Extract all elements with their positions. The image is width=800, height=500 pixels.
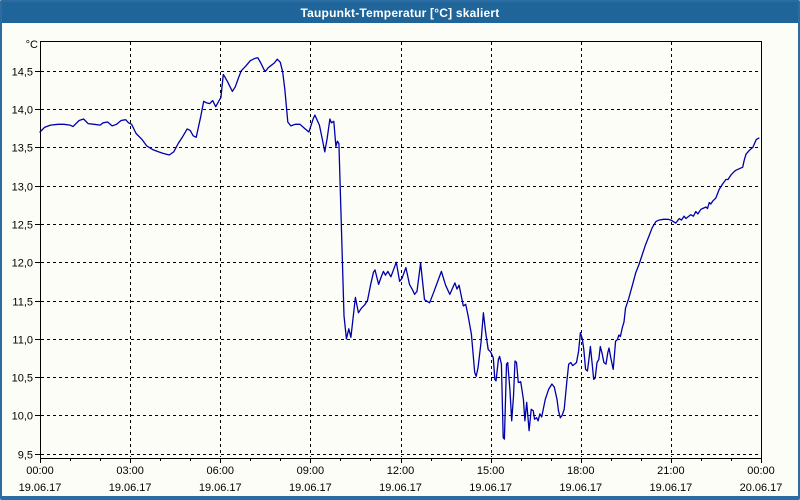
y-tick-label: 10,0: [12, 411, 33, 423]
y-tick-label: 12,5: [12, 220, 33, 232]
x-tick-time: 15:00: [477, 465, 505, 477]
x-tick-date: 19.06.17: [109, 482, 152, 494]
x-tick-date: 19.06.17: [379, 482, 422, 494]
y-tick-label: 13,0: [12, 182, 33, 194]
x-tick-date: 19.06.17: [469, 482, 512, 494]
x-tick-date: 19.06.17: [19, 482, 62, 494]
dewpoint-series-line: [39, 57, 760, 440]
y-tick-label: 14,5: [12, 67, 33, 79]
window-title: Taupunkt-Temperatur [°C] skaliert: [300, 5, 500, 20]
x-tick-time: 09:00: [297, 465, 325, 477]
x-tick-time: 03:00: [116, 465, 144, 477]
x-tick-time: 00:00: [747, 465, 775, 477]
y-tick-label: 14,0: [12, 105, 33, 117]
x-tick-date: 19.06.17: [559, 482, 602, 494]
window-titlebar: Taupunkt-Temperatur [°C] skaliert: [2, 2, 798, 23]
x-tick-time: 18:00: [567, 465, 595, 477]
x-tick-date: 19.06.17: [199, 482, 242, 494]
x-tick-date: 19.06.17: [289, 482, 332, 494]
x-tick-date: 20.06.17: [740, 482, 783, 494]
y-tick-label: 11,0: [12, 335, 33, 347]
y-tick-label: 10,5: [12, 373, 33, 385]
y-tick-label: 12,0: [12, 258, 33, 270]
x-tick-time: 00:00: [26, 465, 54, 477]
plot-border: [40, 41, 762, 459]
y-tick-label: 9,5: [18, 450, 33, 462]
x-tick-time: 06:00: [206, 465, 234, 477]
y-tick-label: 11,5: [12, 297, 33, 309]
x-tick-date: 19.06.17: [649, 482, 692, 494]
x-tick-time: 12:00: [387, 465, 415, 477]
y-axis-unit-label: °C: [26, 39, 38, 51]
x-tick-time: 21:00: [657, 465, 685, 477]
y-tick-label: 13,5: [12, 143, 33, 155]
